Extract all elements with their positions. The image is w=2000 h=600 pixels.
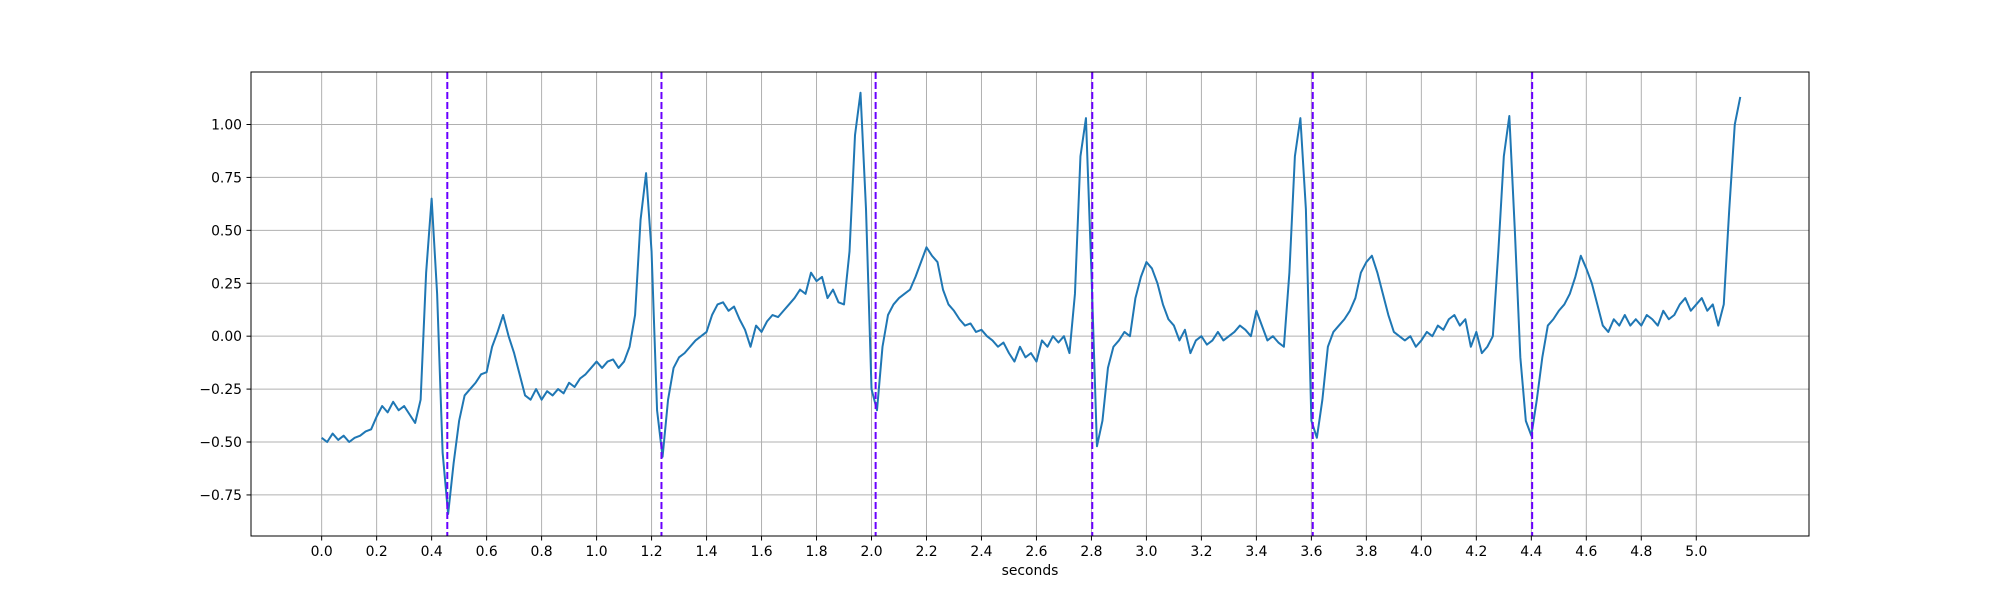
signal-line (321, 91, 1742, 515)
y-tick-label: 1.00 (211, 117, 242, 133)
x-tick-label: 0.0 (311, 544, 333, 560)
y-tick-label: 0.50 (211, 223, 242, 239)
y-tick-label: 0.25 (211, 276, 242, 292)
y-tick-label: 0.75 (211, 170, 242, 186)
x-tick-label: 5.0 (1685, 544, 1707, 560)
y-tick-label: −0.50 (199, 435, 242, 451)
x-tick-label: 2.4 (970, 544, 992, 560)
x-tick-label: 3.6 (1300, 544, 1322, 560)
x-tick-label: 0.2 (366, 544, 388, 560)
x-tick-label: 3.0 (1135, 544, 1157, 560)
x-tick-label: 1.4 (696, 544, 718, 560)
x-tick-label: 1.0 (586, 544, 608, 560)
x-tick-label: 4.6 (1575, 544, 1597, 560)
x-tick-label: 1.8 (805, 544, 827, 560)
x-tick-label: 1.6 (750, 544, 772, 560)
y-tick-label: −0.25 (199, 382, 242, 398)
x-tick-label: 4.0 (1410, 544, 1432, 560)
x-tick-label: 3.2 (1190, 544, 1212, 560)
x-tick-label: 0.8 (531, 544, 553, 560)
x-tick-label: 2.8 (1080, 544, 1102, 560)
x-tick-label: 2.0 (860, 544, 882, 560)
x-tick-label: 2.6 (1025, 544, 1047, 560)
x-tick-label: 4.4 (1520, 544, 1542, 560)
y-tick-label: −0.75 (199, 488, 242, 504)
y-tick-label: 0.00 (211, 329, 242, 345)
x-tick-label: 4.8 (1630, 544, 1652, 560)
x-tick-label: 1.2 (641, 544, 663, 560)
x-tick-label: 3.4 (1245, 544, 1267, 560)
x-tick-label: 0.6 (476, 544, 498, 560)
x-tick-label: 2.2 (915, 544, 937, 560)
x-axis-label: seconds (1002, 563, 1059, 579)
x-tick-label: 3.8 (1355, 544, 1377, 560)
x-tick-label: 4.2 (1465, 544, 1487, 560)
plot-frame (250, 71, 1810, 537)
x-tick-label: 0.4 (421, 544, 443, 560)
